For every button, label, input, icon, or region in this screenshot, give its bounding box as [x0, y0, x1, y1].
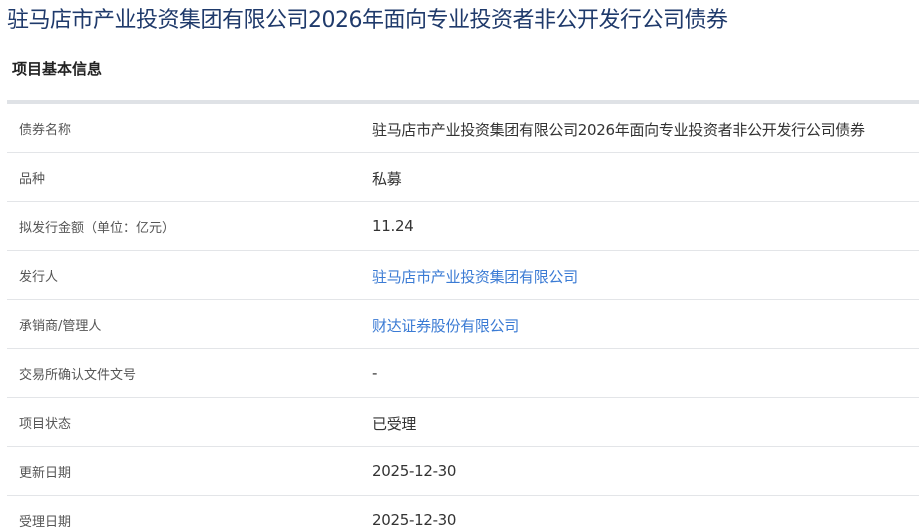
row-accept-date: 受理日期 2025-12-30 [7, 496, 919, 531]
row-value: 私募 [372, 170, 402, 188]
row-value: 11.24 [372, 217, 414, 235]
row-label: 品种 [19, 172, 46, 187]
row-document-no: 交易所确认文件文号 - [7, 349, 919, 398]
page-title: 驻马店市产业投资集团有限公司2026年面向专业投资者非公开发行公司债券 [7, 8, 728, 33]
info-table: 债券名称 驻马店市产业投资集团有限公司2026年面向专业投资者非公开发行公司债券… [7, 104, 919, 531]
row-status: 项目状态 已受理 [7, 398, 919, 447]
row-value: 2025-12-30 [372, 462, 457, 480]
issuer-link[interactable]: 驻马店市产业投资集团有限公司 [372, 268, 578, 286]
row-label: 债券名称 [19, 123, 72, 138]
row-label: 项目状态 [19, 417, 72, 432]
row-label: 受理日期 [19, 515, 72, 530]
row-label: 更新日期 [19, 466, 72, 481]
row-label: 拟发行金额（单位：亿元） [19, 221, 176, 236]
row-update-date: 更新日期 2025-12-30 [7, 447, 919, 496]
underwriter-link[interactable]: 财达证券股份有限公司 [372, 317, 520, 335]
row-value: 驻马店市产业投资集团有限公司2026年面向专业投资者非公开发行公司债券 [372, 121, 865, 139]
section-title: 项目基本信息 [12, 60, 103, 78]
row-underwriter: 承销商/管理人 财达证券股份有限公司 [7, 300, 919, 349]
section-divider [7, 100, 919, 104]
row-type: 品种 私募 [7, 153, 919, 202]
status-value: 已受理 [372, 415, 417, 433]
row-amount: 拟发行金额（单位：亿元） 11.24 [7, 202, 919, 251]
row-issuer: 发行人 驻马店市产业投资集团有限公司 [7, 251, 919, 300]
row-bond-name: 债券名称 驻马店市产业投资集团有限公司2026年面向专业投资者非公开发行公司债券 [7, 104, 919, 153]
row-label: 发行人 [19, 270, 59, 285]
row-value: - [372, 364, 378, 382]
row-value: 2025-12-30 [372, 511, 457, 529]
row-label: 交易所确认文件文号 [19, 368, 137, 383]
row-label: 承销商/管理人 [19, 319, 102, 334]
